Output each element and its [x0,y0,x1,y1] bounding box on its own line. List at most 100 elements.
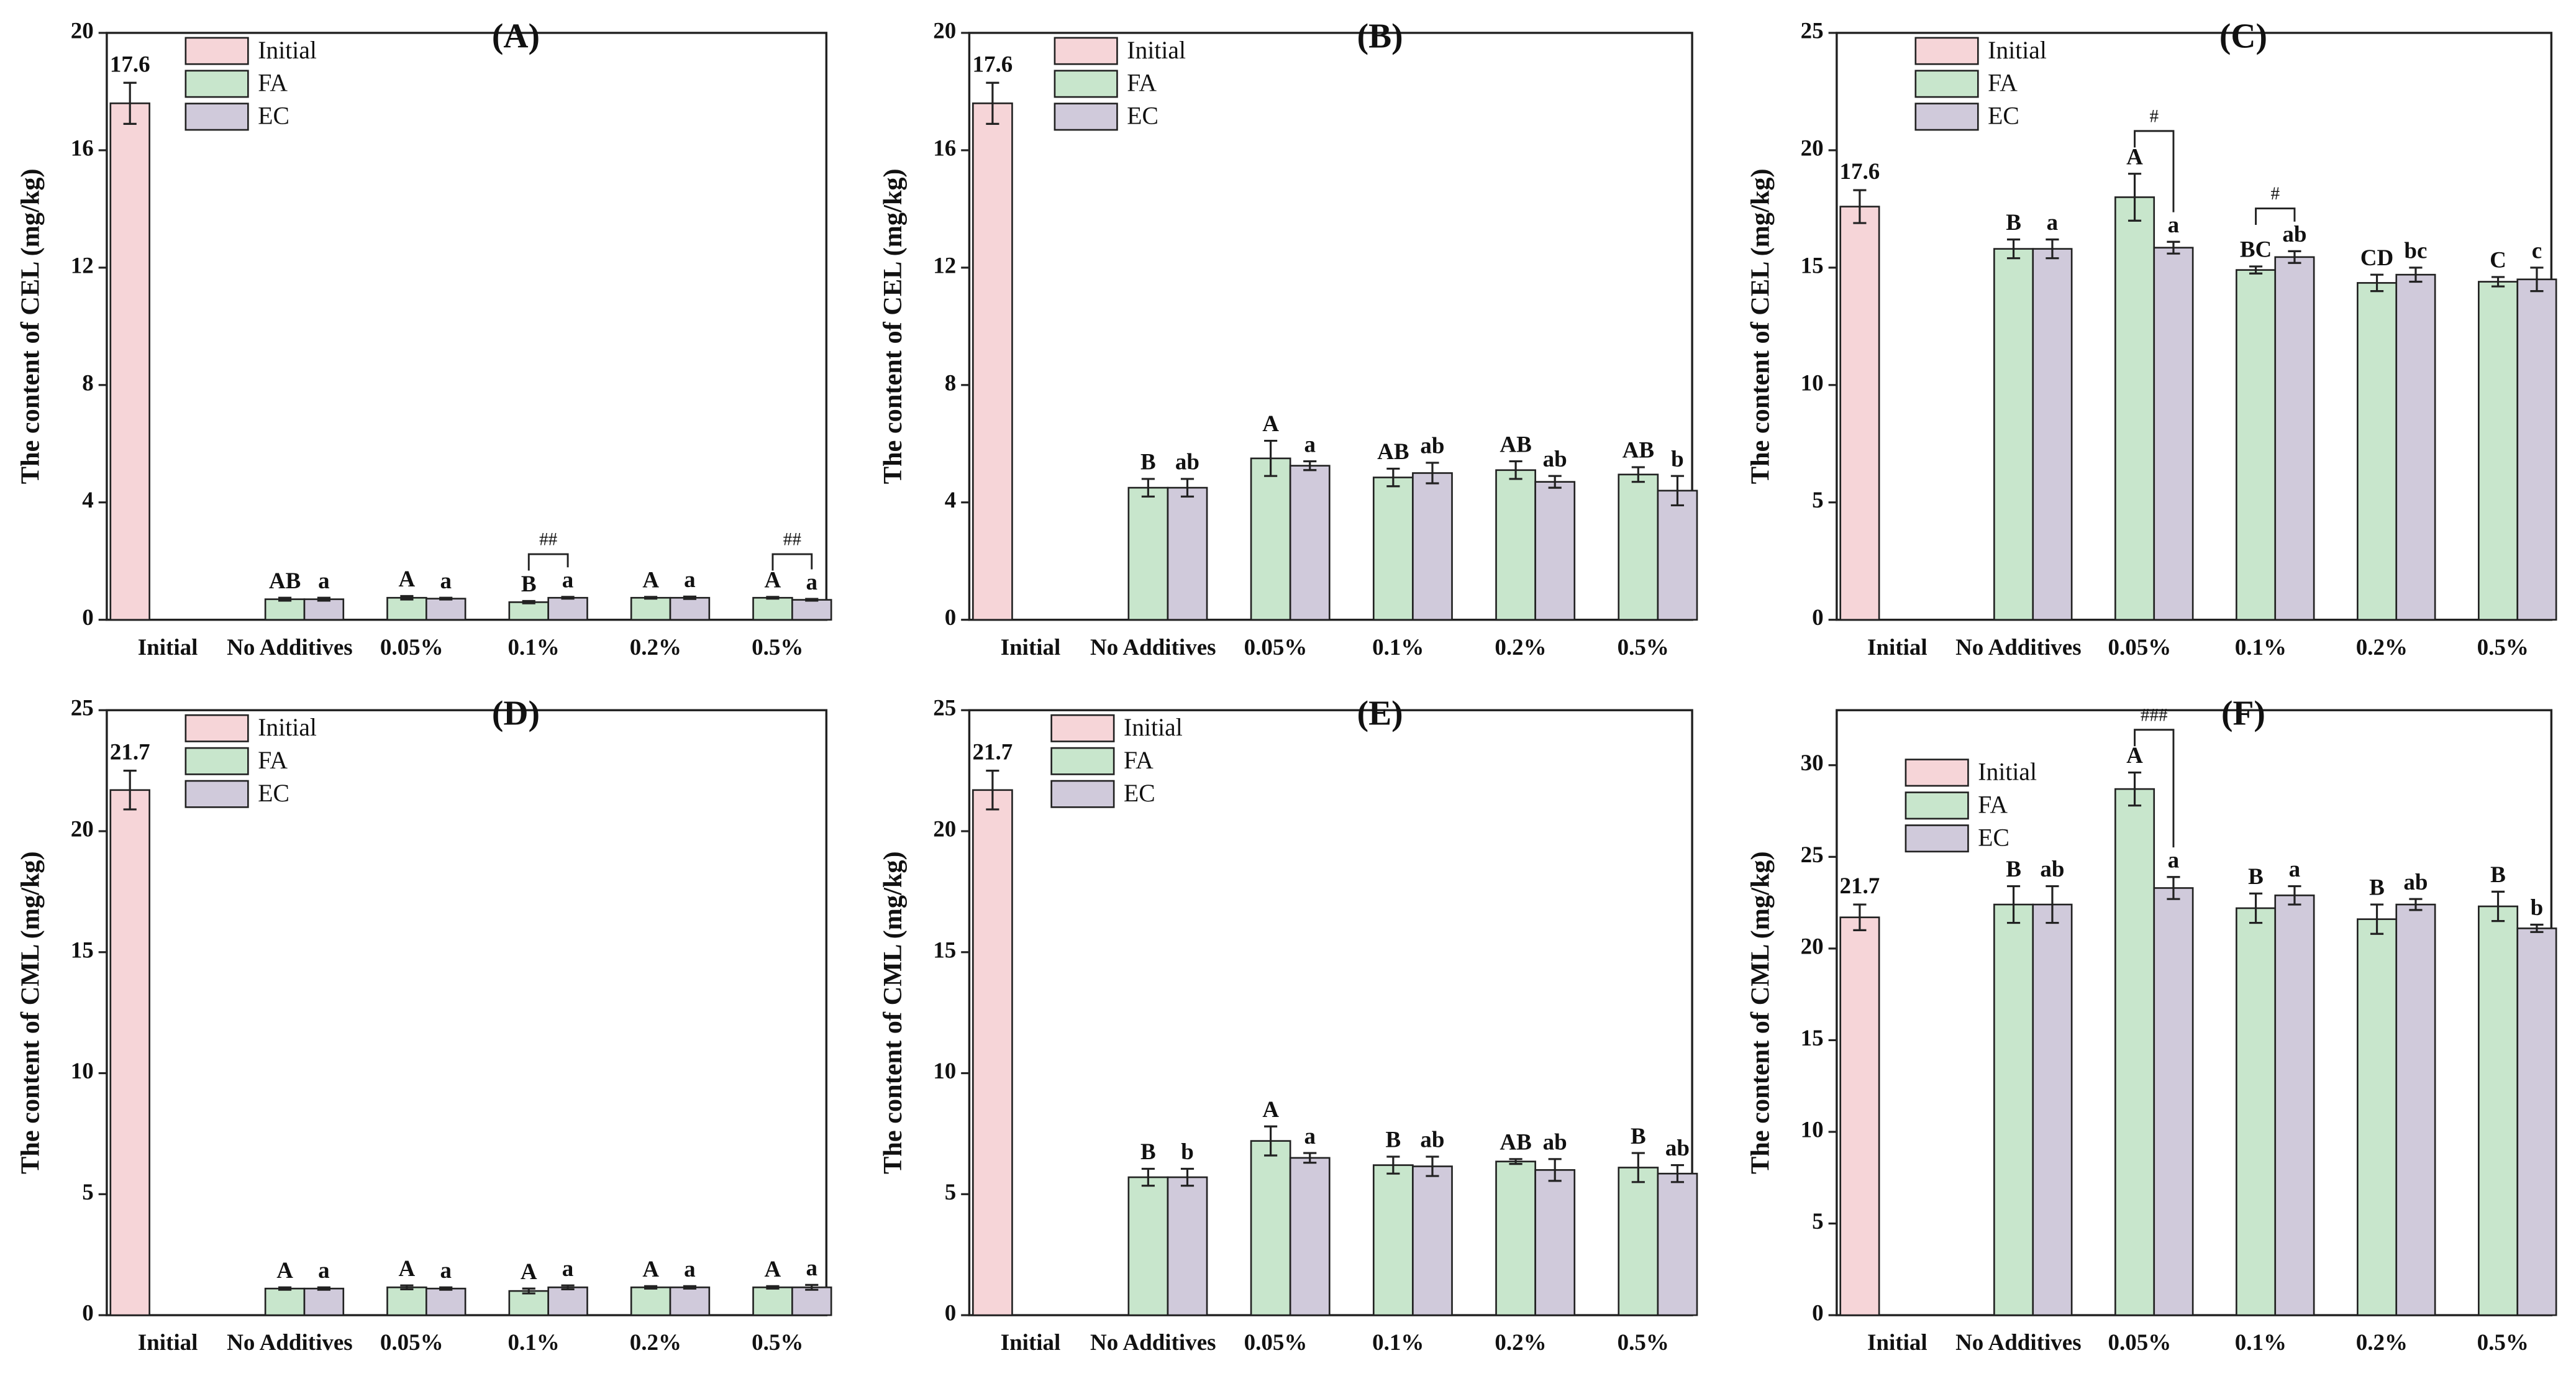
legend-label: EC [1988,103,2019,130]
y-tick-label: 5 [1812,1209,1824,1234]
bar [2357,918,2398,1316]
error-bar [522,1287,535,1295]
significance-label: ## [539,530,558,550]
bar [752,596,793,621]
x-tick-label: No Additives [227,635,353,660]
y-tick-label: 10 [933,1059,956,1084]
legend-swatch [1054,70,1118,98]
letter-label: AB [1623,438,1654,463]
x-tick-label: No Additives [1955,635,2082,660]
error-bar [1386,467,1400,488]
error-bar [986,81,999,125]
y-tick-label: 20 [71,18,94,43]
legend-swatch [1054,103,1118,131]
bar [2395,273,2436,621]
error-bar [1853,903,1867,931]
y-axis-label: The content of CEL (mg/kg) [878,168,908,484]
y-tick-label: 5 [1812,488,1824,513]
bar [2516,278,2557,621]
error-bar [439,1286,453,1291]
letter-label: a [806,1255,818,1281]
y-tick-label: 20 [1801,135,1824,161]
error-bar [2370,903,2384,935]
x-tick-label: 0.5% [1618,1330,1669,1355]
y-tick-label: 4 [82,488,94,513]
y-tick-label: 30 [1801,750,1824,776]
letter-label: A [642,1257,659,1282]
bar [1372,476,1414,621]
legend-swatch [1905,791,1969,820]
chart-title: (A) [492,17,540,55]
bar [2236,269,2277,621]
significance-label: ### [2141,705,2168,725]
letter-label: B [521,572,537,597]
error-bar [1141,478,1155,498]
error-bar [400,1284,414,1290]
bar [2478,281,2519,621]
error-bar [1426,1155,1439,1177]
letter-label: a [1304,1124,1316,1149]
error-bar [2128,771,2142,807]
x-tick-label: 0.5% [2477,635,2529,660]
letter-label: B [2248,864,2264,890]
x-tick-label: Initial [138,635,198,660]
error-bar [1853,189,1867,224]
error-bar [2167,876,2180,900]
error-bar [1303,460,1317,472]
value-label: 17.6 [110,52,150,77]
chart-title: (F) [2221,695,2265,733]
letter-label: B [2006,857,2021,882]
error-bar [1386,1155,1400,1175]
plot-frame [968,32,1693,621]
x-tick-label: No Additives [1955,1330,2082,1355]
x-tick-label: No Additives [1090,635,1216,660]
bar [386,596,427,621]
error-bar [2409,898,2423,911]
bar [1534,1169,1576,1316]
bar [791,599,832,621]
bar [669,1286,711,1316]
bar [1412,472,1453,621]
letter-label: a [684,567,696,593]
bar [2274,894,2315,1316]
error-bar [522,599,535,604]
legend-label: FA [1124,747,1154,774]
bar [972,789,1013,1316]
error-bar [2530,267,2544,293]
error-bar [561,1284,575,1290]
legend-swatch [1054,37,1118,65]
bar [669,596,711,621]
bar [1289,465,1331,621]
bar [264,598,306,621]
y-tick-label: 25 [933,696,956,721]
error-bar [2249,892,2263,924]
y-tick-label: 12 [71,253,94,278]
error-bar [123,81,137,125]
y-tick-label: 0 [945,1301,957,1326]
letter-label: A [2126,144,2143,170]
y-axis-label: The content of CML (mg/kg) [878,851,908,1174]
letter-label: a [2168,212,2180,238]
bar [1167,1176,1208,1316]
value-label: 17.6 [1840,159,1880,185]
error-bar [766,1285,780,1290]
error-bar [766,596,780,600]
error-bar [986,770,999,811]
x-tick-label: 0.5% [752,635,803,660]
bar [2395,903,2436,1316]
bar [752,1286,793,1316]
value-label: 21.7 [110,740,150,765]
bar [1495,1160,1536,1316]
y-tick-label: 10 [71,1059,94,1084]
plot-frame [106,32,828,621]
letter-label: ab [2040,857,2064,882]
y-tick-label: 0 [1812,605,1824,631]
legend-label: FA [258,70,288,97]
bar [1618,1167,1659,1316]
letter-label: AB [1500,432,1531,457]
y-tick-label: 5 [945,1180,957,1205]
y-tick-label: 15 [1801,253,1824,278]
bar [426,1287,467,1316]
legend-label: Initial [258,37,317,64]
bar [1495,469,1536,621]
